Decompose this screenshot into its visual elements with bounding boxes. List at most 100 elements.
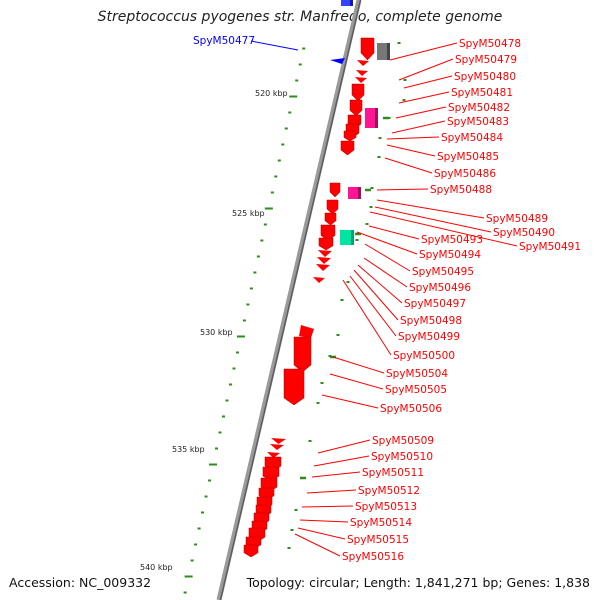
label-connector	[398, 58, 454, 81]
gene-arrow[interactable]	[316, 264, 330, 271]
gene-label-spym50491[interactable]: SpyM50491	[519, 241, 581, 253]
gene-label-spym50477[interactable]: SpyM50477	[193, 35, 255, 47]
gene-box[interactable]	[365, 108, 378, 128]
label-connector	[306, 489, 357, 494]
label-connector	[363, 257, 408, 288]
gene-label-spym50511[interactable]: SpyM50511	[362, 467, 424, 479]
gene-label-spym50478[interactable]: SpyM50478	[459, 38, 521, 50]
gene-arrow[interactable]	[324, 212, 337, 226]
gene-arrow[interactable]	[351, 83, 365, 102]
topology-text: Topology: circular; Length: 1,841,271 bp…	[246, 575, 590, 590]
gene-label-spym50496[interactable]: SpyM50496	[409, 282, 471, 294]
gene-arrow[interactable]	[283, 368, 305, 406]
gene-label-spym50488[interactable]: SpyM50488	[430, 184, 492, 196]
gene-label-spym50489[interactable]: SpyM50489	[486, 213, 548, 225]
gene-arrow[interactable]	[317, 257, 331, 264]
gene-label-spym50498[interactable]: SpyM50498	[400, 315, 462, 327]
gene-arrow[interactable]	[299, 325, 314, 338]
gene-label-spym50504[interactable]: SpyM50504	[386, 368, 448, 380]
kbp-scale-label: 535 kbp	[172, 445, 205, 454]
label-connector	[368, 225, 420, 240]
gene-label-spym50494[interactable]: SpyM50494	[419, 249, 481, 261]
gene-arrow[interactable]	[357, 60, 369, 66]
kbp-scale-label: 520 kbp	[255, 89, 288, 98]
kbp-scale-label: 525 kbp	[232, 209, 265, 218]
gene-label-spym50515[interactable]: SpyM50515	[347, 534, 409, 546]
gene-label-spym50479[interactable]: SpyM50479	[455, 54, 517, 66]
gene-label-spym50505[interactable]: SpyM50505	[385, 384, 447, 396]
gene-label-spym50480[interactable]: SpyM50480	[454, 71, 516, 83]
gene-label-spym50500[interactable]: SpyM50500	[393, 350, 455, 362]
gene-arrow[interactable]	[271, 438, 286, 444]
gene-arrow[interactable]	[360, 37, 375, 61]
label-connector	[389, 42, 458, 61]
label-connector	[398, 91, 450, 104]
gene-arrow[interactable]	[267, 452, 280, 458]
gene-arrow[interactable]	[355, 77, 367, 83]
gene-label-spym50513[interactable]: SpyM50513	[355, 501, 417, 513]
gene-arrow[interactable]	[340, 140, 355, 156]
label-connector	[386, 144, 436, 157]
gene-label-spym50495[interactable]: SpyM50495	[412, 266, 474, 278]
genome-title: Streptococcus pyogenes str. Manfredo, co…	[97, 9, 503, 25]
gene-label-spym50482[interactable]: SpyM50482	[448, 102, 510, 114]
gene-label-spym50485[interactable]: SpyM50485	[437, 151, 499, 163]
label-connector	[301, 505, 354, 508]
gene-arrow[interactable]	[343, 130, 357, 142]
label-connector	[342, 279, 392, 356]
label-connector	[403, 75, 453, 89]
gene-arrow[interactable]	[318, 250, 332, 257]
gene-arrow-blue[interactable]	[330, 58, 345, 64]
gene-arrow[interactable]	[326, 199, 339, 215]
label-connector	[391, 120, 446, 134]
gene-label-spym50493[interactable]: SpyM50493	[421, 234, 483, 246]
gene-label-spym50484[interactable]: SpyM50484	[441, 132, 503, 144]
gene-arrow[interactable]	[270, 444, 284, 450]
gene-label-spym50481[interactable]: SpyM50481	[451, 87, 513, 99]
gene-label-spym50483[interactable]: SpyM50483	[447, 116, 509, 128]
gene-arrow[interactable]	[318, 237, 334, 251]
label-connector	[294, 533, 341, 557]
accession-text: Accession: NC_009332	[9, 575, 152, 590]
gene-label-spym50509[interactable]: SpyM50509	[372, 435, 434, 447]
label-connector	[356, 231, 418, 255]
gene-box[interactable]	[348, 187, 361, 199]
label-connector	[321, 394, 379, 409]
gene-box[interactable]	[377, 43, 390, 60]
gene-box-shade	[350, 0, 353, 6]
gene-arrow[interactable]	[349, 99, 363, 117]
label-connector	[376, 199, 485, 219]
gene-arrow[interactable]	[313, 277, 325, 283]
gene-arrow[interactable]	[243, 544, 259, 558]
gene-box-shade	[387, 43, 390, 60]
gene-box[interactable]	[340, 230, 354, 245]
gene-arrow[interactable]	[329, 182, 341, 198]
label-connector	[317, 439, 371, 454]
gene-label-spym50486[interactable]: SpyM50486	[434, 168, 496, 180]
gene-arrow[interactable]	[356, 70, 368, 76]
gene-box-shade	[358, 187, 361, 199]
label-connector	[311, 471, 361, 478]
gene-label-spym50512[interactable]: SpyM50512	[358, 485, 420, 497]
gene-label-spym50497[interactable]: SpyM50497	[404, 298, 466, 310]
label-connector	[376, 188, 429, 191]
gene-label-spym50510[interactable]: SpyM50510	[371, 451, 433, 463]
label-connector	[395, 106, 447, 119]
gene-label-spym50490[interactable]: SpyM50490	[493, 227, 555, 239]
gene-label-spym50514[interactable]: SpyM50514	[350, 517, 412, 529]
kbp-scale-label: 540 kbp	[140, 563, 173, 572]
gene-box[interactable]	[341, 0, 353, 6]
label-connector	[299, 519, 349, 523]
backbone-shadow	[219, 0, 362, 600]
label-connector	[313, 455, 370, 467]
gene-label-spym50516[interactable]: SpyM50516	[342, 551, 404, 563]
label-connector	[386, 136, 440, 140]
label-connector	[349, 275, 397, 337]
gene-box-shade	[351, 230, 354, 245]
label-connector	[357, 264, 403, 304]
gene-arrow[interactable]	[293, 336, 312, 373]
gene-label-spym50499[interactable]: SpyM50499	[398, 331, 460, 343]
gene-label-spym50506[interactable]: SpyM50506	[380, 403, 442, 415]
